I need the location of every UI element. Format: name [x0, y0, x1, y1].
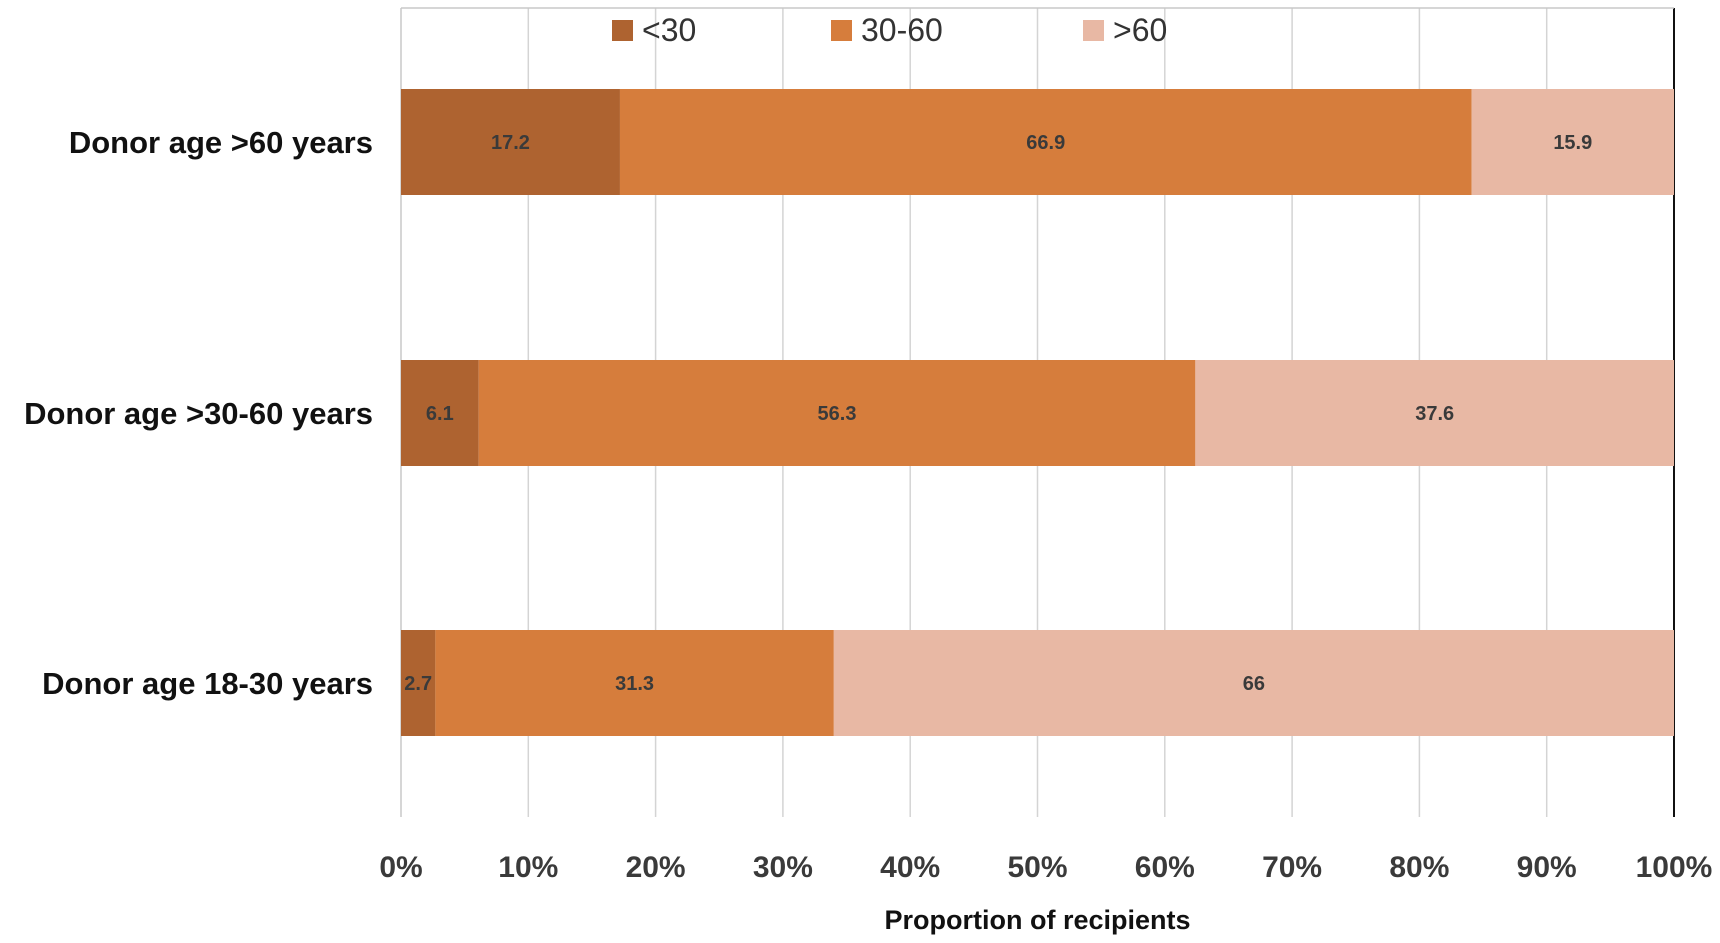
data-label: 56.3: [818, 403, 857, 425]
x-tick-label: 0%: [379, 851, 422, 884]
category-label: Donor age >60 years: [69, 125, 373, 160]
bar-segment: [435, 630, 834, 736]
legend-item: <30: [612, 12, 696, 48]
data-label: 2.7: [404, 673, 432, 695]
x-tick-label: 20%: [626, 851, 686, 884]
data-label: 37.6: [1415, 403, 1454, 425]
bar-segment: [619, 89, 1472, 195]
bar-segment: [833, 630, 1674, 736]
bar-segment: [1471, 89, 1674, 195]
legend-item: 30-60: [831, 12, 943, 48]
category-label: Donor age >30-60 years: [24, 396, 373, 431]
legend-label: 30-60: [861, 12, 943, 48]
x-tick-label: 100%: [1636, 851, 1713, 884]
category-labels: Donor age >60 years Donor age >30-60 year…: [24, 125, 373, 701]
data-label: 17.2: [491, 132, 530, 154]
x-axis-title: Proportion of recipients: [884, 905, 1190, 935]
bars: [401, 89, 1674, 736]
legend: <30 30-60 >60: [612, 12, 1167, 48]
x-tick-label: 70%: [1262, 851, 1322, 884]
legend-label: >60: [1113, 12, 1167, 48]
x-axis-ticks: 0% 10% 20% 30% 40% 50% 60% 70% 80% 90% 100%: [379, 851, 1712, 884]
category-label: Donor age 18-30 years: [42, 666, 373, 701]
legend-swatch: [1083, 20, 1104, 41]
bar-segment: [1195, 360, 1674, 466]
x-tick-label: 60%: [1135, 851, 1195, 884]
x-tick-label: 90%: [1517, 851, 1577, 884]
legend-swatch: [831, 20, 852, 41]
data-label: 66.9: [1026, 132, 1065, 154]
bar-segment: [478, 360, 1196, 466]
bar-segment: [401, 360, 479, 466]
legend-item: >60: [1083, 12, 1167, 48]
bar-segment: [401, 89, 620, 195]
data-label: 15.9: [1553, 132, 1592, 154]
data-labels: 17.2 66.9 15.9 6.1 56.3 37.6 2.7 31.3 66: [404, 132, 1592, 695]
bar-segment: [401, 630, 436, 736]
x-tick-label: 80%: [1389, 851, 1449, 884]
x-tick-label: 10%: [498, 851, 558, 884]
data-label: 31.3: [615, 673, 654, 695]
data-label: 6.1: [426, 403, 454, 425]
x-tick-label: 50%: [1007, 851, 1067, 884]
x-tick-label: 40%: [880, 851, 940, 884]
x-tick-label: 30%: [753, 851, 813, 884]
legend-label: <30: [642, 12, 696, 48]
data-label: 66: [1243, 673, 1265, 695]
legend-swatch: [612, 20, 633, 41]
